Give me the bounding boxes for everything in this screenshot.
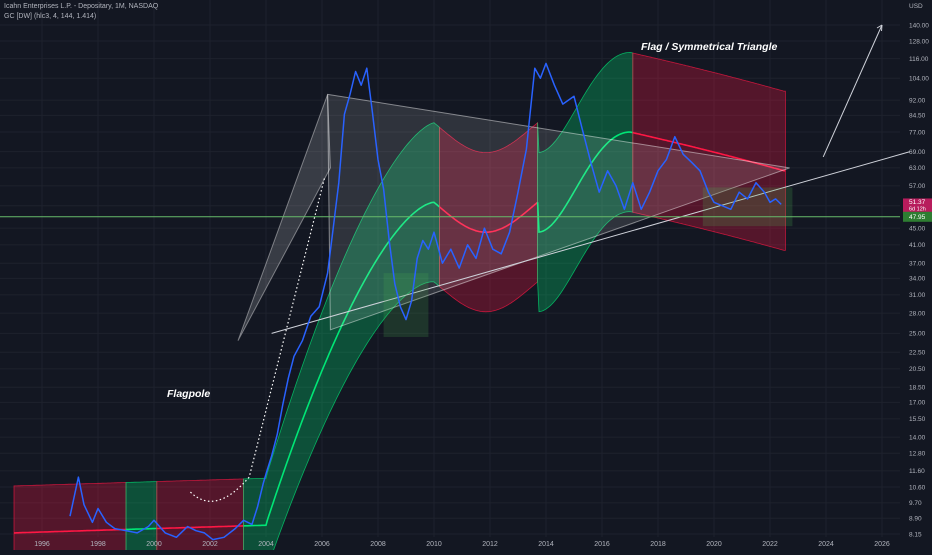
year-tick-label: 2018: [650, 541, 666, 548]
channel-midline: [126, 529, 157, 530]
price-tick-label: 41.00: [909, 242, 926, 249]
price-tick-label: 104.00: [909, 76, 929, 83]
price-tick-label: 12.80: [909, 450, 926, 457]
price-tick-label: 10.60: [909, 484, 926, 491]
level-price-label: 47.95: [909, 214, 926, 221]
year-tick-label: 2002: [202, 541, 218, 548]
last-price-label: 51.37: [909, 199, 926, 206]
price-tick-label: 57.00: [909, 183, 926, 190]
price-tick-label: 37.00: [909, 260, 926, 267]
support-zone-2021: [703, 187, 793, 226]
price-tick-label: 63.00: [909, 165, 926, 172]
year-tick-label: 2022: [762, 541, 778, 548]
price-tick-label: 34.00: [909, 276, 926, 283]
year-tick-label: 2008: [370, 541, 386, 548]
price-tick-label: 45.00: [909, 225, 926, 232]
support-zone-2009: [384, 273, 429, 337]
year-tick-label: 2020: [706, 541, 722, 548]
price-tick-label: 69.00: [909, 149, 926, 156]
channel-band-bear: [157, 479, 244, 550]
price-tick-label: 31.00: [909, 292, 926, 299]
indicator-legend: GC [DW] (hlc3, 4, 144, 1.414): [4, 13, 96, 20]
channel-band-bear: [14, 483, 126, 551]
price-tick-label: 84.50: [909, 113, 926, 120]
flag-parallelogram: [238, 94, 330, 340]
price-tick-label: 15.50: [909, 416, 926, 423]
price-tick-label: 17.00: [909, 400, 926, 407]
year-tick-label: 2006: [314, 541, 330, 548]
price-tick-label: 14.00: [909, 434, 926, 441]
year-tick-label: 2024: [818, 541, 834, 548]
year-tick-label: 2026: [874, 541, 890, 548]
year-tick-label: 2010: [426, 541, 442, 548]
price-tick-label: 8.15: [909, 531, 922, 538]
price-tick-label: 9.70: [909, 500, 922, 507]
price-tick-label: 20.50: [909, 366, 926, 373]
channel-band-bull: [126, 482, 157, 551]
price-tick-label: 18.50: [909, 385, 926, 392]
price-tick-label: 28.00: [909, 310, 926, 317]
year-tick-label: 1996: [34, 541, 50, 548]
chart-title: Icahn Enterprises L.P. - Depositary, 1M,…: [4, 3, 158, 10]
price-tick-label: 25.00: [909, 331, 926, 338]
price-tick-label: 128.00: [909, 38, 929, 45]
flag-triangle-annotation[interactable]: Flag / Symmetrical Triangle: [641, 41, 777, 53]
target-arrow-shaft: [823, 25, 882, 157]
price-tick-label: 140.00: [909, 22, 929, 29]
price-tick-label: 92.00: [909, 97, 926, 104]
currency-label: USD: [909, 3, 923, 10]
price-tick-label: 11.60: [909, 468, 925, 475]
year-tick-label: 2016: [594, 541, 610, 548]
price-tick-label: 8.90: [909, 516, 922, 523]
year-tick-label: 1998: [90, 541, 106, 548]
year-tick-label: 2012: [482, 541, 498, 548]
price-tick-label: 22.50: [909, 350, 926, 357]
year-tick-label: 2014: [538, 541, 554, 548]
price-tick-label: 77.00: [909, 129, 926, 136]
bar-countdown-label: 6d 12h: [909, 206, 926, 212]
flagpole-annotation[interactable]: Flagpole: [167, 388, 210, 400]
price-tick-label: 116.00: [909, 56, 929, 63]
year-tick-label: 2000: [146, 541, 162, 548]
year-tick-label: 2004: [258, 541, 274, 548]
